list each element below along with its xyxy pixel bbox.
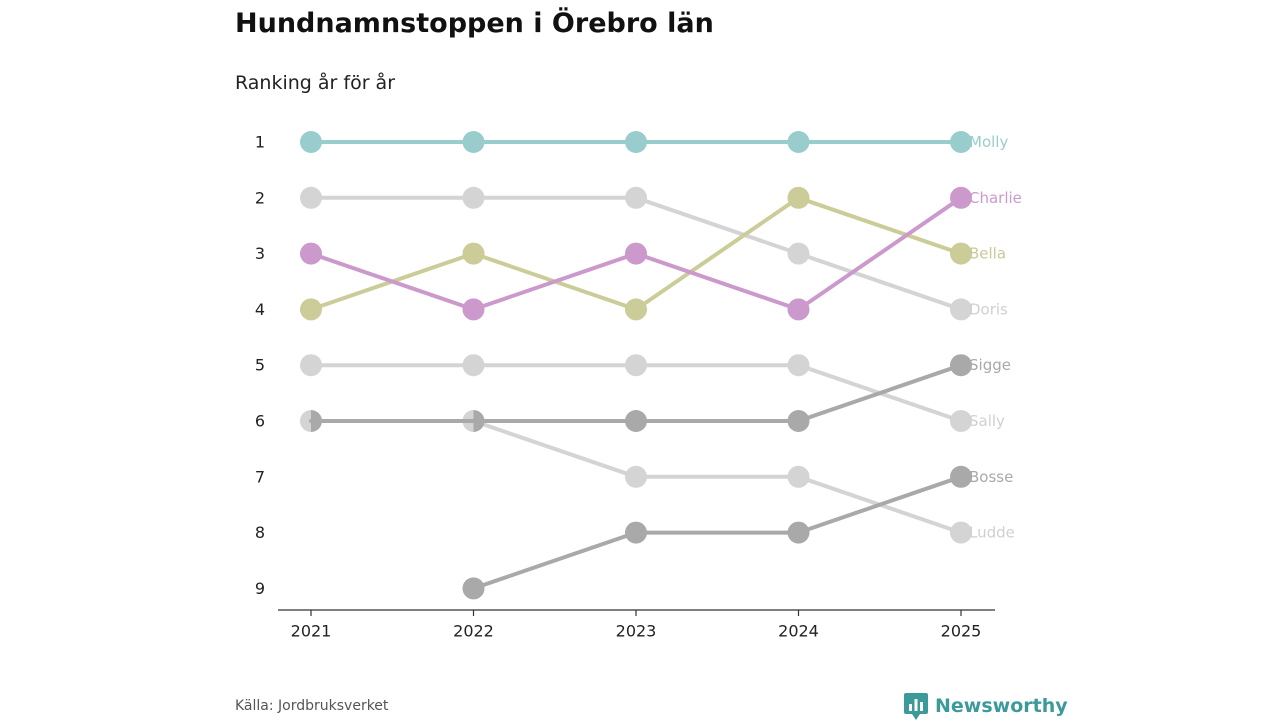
marker-molly-2025: [950, 131, 972, 153]
marker-bella-2022: [462, 242, 485, 265]
marker-sigge-2021: [311, 410, 322, 432]
marker-doris-2022: [462, 186, 485, 209]
marker-molly-2021: [300, 131, 322, 153]
marker-sigge-2022: [473, 410, 485, 432]
marker-doris-2025: [950, 298, 972, 321]
chart-title: Hundnamnstoppen i Örebro län: [235, 8, 714, 39]
series-layer: [300, 131, 972, 600]
y-tick-label: 5: [255, 356, 265, 375]
end-label-sally: Sally: [969, 412, 1005, 430]
y-tick-label: 3: [255, 244, 265, 263]
marker-charlie-2025: [950, 186, 972, 209]
series-sally: [300, 354, 972, 432]
marker-bosse-2025: [950, 465, 972, 488]
series-bosse: [462, 465, 972, 600]
series-line-bosse: [471, 474, 963, 591]
marker-molly-2022: [462, 131, 485, 153]
end-label-bosse: Bosse: [969, 468, 1013, 486]
marker-ludde-2024: [787, 465, 810, 488]
newsworthy-logo-icon: [904, 693, 928, 720]
marker-ludde-2025: [950, 521, 972, 544]
marker-charlie-2023: [625, 242, 647, 265]
end-labels: Molly Doris Sally Ludde Sigge Bosse Bella Charl…: [969, 133, 1022, 542]
end-label-molly: Molly: [969, 133, 1008, 151]
marker-bosse-2022: [462, 577, 485, 600]
marker-sally-2024: [787, 354, 810, 377]
marker-charlie-2024: [787, 298, 810, 321]
marker-sally-2022: [462, 354, 485, 377]
y-axis-ticks: 1 2 3 4 5 6 7 8 9: [255, 133, 265, 598]
source-note: Källa: Jordbruksverket: [235, 698, 389, 714]
y-tick-label: 2: [255, 188, 265, 207]
x-axis-ticks: 2021 2022 2023 2024 2025: [291, 610, 982, 641]
end-label-charlie: Charlie: [969, 189, 1022, 207]
series-sigge: [309, 354, 972, 432]
x-tick-label: 2023: [616, 622, 657, 641]
marker-doris-2024: [787, 242, 810, 265]
marker-bosse-2024: [787, 521, 810, 544]
x-tick-label: 2022: [453, 622, 494, 641]
y-tick-label: 9: [255, 579, 265, 598]
y-tick-label: 6: [255, 412, 265, 431]
end-label-doris: Doris: [969, 300, 1008, 318]
x-tick-label: 2024: [778, 622, 819, 641]
end-label-sigge: Sigge: [969, 356, 1011, 374]
x-tick-label: 2021: [291, 622, 332, 641]
marker-sigge-2024: [787, 410, 810, 432]
bump-chart: 1 2 3 4 5 6 7 8 9 2021 2022 2023 2024 2025 Molly Dori…: [255, 131, 1022, 641]
marker-sigge-2025: [950, 354, 972, 377]
marker-charlie-2022: [462, 298, 485, 321]
marker-ludde-2023: [625, 465, 647, 488]
marker-sigge-2023: [625, 410, 647, 432]
end-label-bella: Bella: [969, 245, 1006, 263]
marker-sally-2023: [625, 354, 647, 377]
y-tick-label: 1: [255, 133, 265, 152]
marker-bella-2025: [950, 242, 972, 265]
y-tick-label: 8: [255, 523, 265, 542]
series-bella: [300, 186, 972, 321]
marker-bella-2024: [787, 186, 810, 209]
marker-sally-2021: [300, 354, 322, 377]
marker-sally-2025: [950, 410, 972, 432]
marker-bella-2023: [625, 298, 647, 321]
chart-subtitle: Ranking år för år: [235, 72, 396, 94]
marker-molly-2023: [625, 131, 647, 153]
marker-molly-2024: [787, 131, 810, 153]
marker-bella-2021: [300, 298, 322, 321]
marker-bosse-2023: [625, 521, 647, 544]
brand-name: Newsworthy: [935, 695, 1068, 717]
y-tick-label: 7: [255, 467, 265, 486]
series-charlie: [300, 186, 972, 321]
end-label-ludde: Ludde: [969, 524, 1015, 542]
marker-doris-2023: [625, 186, 647, 209]
y-tick-label: 4: [255, 300, 265, 319]
x-tick-label: 2025: [941, 622, 982, 641]
brand-logo: Newsworthy: [904, 691, 1068, 721]
series-molly: [300, 131, 972, 153]
marker-ludde-2021: [300, 410, 311, 432]
marker-charlie-2021: [300, 242, 322, 265]
marker-doris-2021: [300, 186, 322, 209]
